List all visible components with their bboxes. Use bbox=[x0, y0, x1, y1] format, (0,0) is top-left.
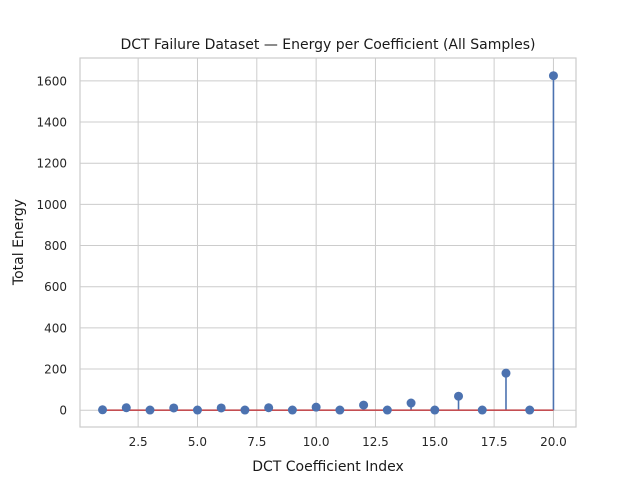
x-tick-label: 15.0 bbox=[421, 435, 448, 449]
x-tick-label: 20.0 bbox=[540, 435, 567, 449]
data-point bbox=[240, 405, 250, 415]
data-point bbox=[98, 405, 108, 415]
x-tick-label: 10.0 bbox=[303, 435, 330, 449]
data-point bbox=[169, 403, 179, 413]
y-tick-label: 1600 bbox=[36, 74, 67, 88]
y-tick-label: 800 bbox=[44, 239, 67, 253]
x-tick-label: 5.0 bbox=[188, 435, 207, 449]
y-tick-label: 1400 bbox=[36, 116, 67, 130]
y-tick-label: 200 bbox=[44, 363, 67, 377]
data-point bbox=[477, 405, 487, 415]
data-point bbox=[454, 391, 464, 401]
x-tick-label: 2.5 bbox=[129, 435, 148, 449]
y-tick-label: 1000 bbox=[36, 198, 67, 212]
x-axis-label: DCT Coefficient Index bbox=[252, 459, 404, 475]
stems bbox=[101, 75, 555, 411]
data-point bbox=[501, 368, 511, 378]
data-point bbox=[548, 71, 558, 81]
x-tick-labels: 2.5 5.0 7.5 10.0 12.5 15.0 17.5 20.0 bbox=[129, 435, 567, 449]
y-tick-label: 400 bbox=[44, 321, 67, 335]
data-point bbox=[287, 405, 297, 415]
y-tick-label: 0 bbox=[59, 404, 67, 418]
data-point bbox=[264, 403, 274, 413]
data-point bbox=[145, 405, 155, 415]
data-point bbox=[311, 402, 321, 412]
data-point bbox=[192, 405, 202, 415]
data-point bbox=[382, 405, 392, 415]
y-tick-labels: 0 200 400 600 800 1000 1200 1400 1600 bbox=[36, 74, 67, 417]
y-tick-label: 1200 bbox=[36, 157, 67, 171]
x-tick-label: 12.5 bbox=[362, 435, 389, 449]
chart-title: DCT Failure Dataset — Energy per Coeffic… bbox=[121, 37, 536, 53]
plot-frame bbox=[79, 57, 577, 428]
markers bbox=[98, 71, 558, 415]
data-point bbox=[121, 403, 131, 413]
data-point bbox=[216, 403, 226, 413]
grid-lines bbox=[80, 58, 576, 427]
x-tick-label: 17.5 bbox=[481, 435, 508, 449]
data-point bbox=[359, 400, 369, 410]
data-point bbox=[430, 405, 440, 415]
x-tick-label: 7.5 bbox=[247, 435, 266, 449]
data-point bbox=[406, 398, 416, 408]
data-point bbox=[525, 405, 535, 415]
data-point bbox=[335, 405, 345, 415]
y-axis-label: Total Energy bbox=[11, 199, 27, 286]
y-tick-label: 600 bbox=[44, 280, 67, 294]
